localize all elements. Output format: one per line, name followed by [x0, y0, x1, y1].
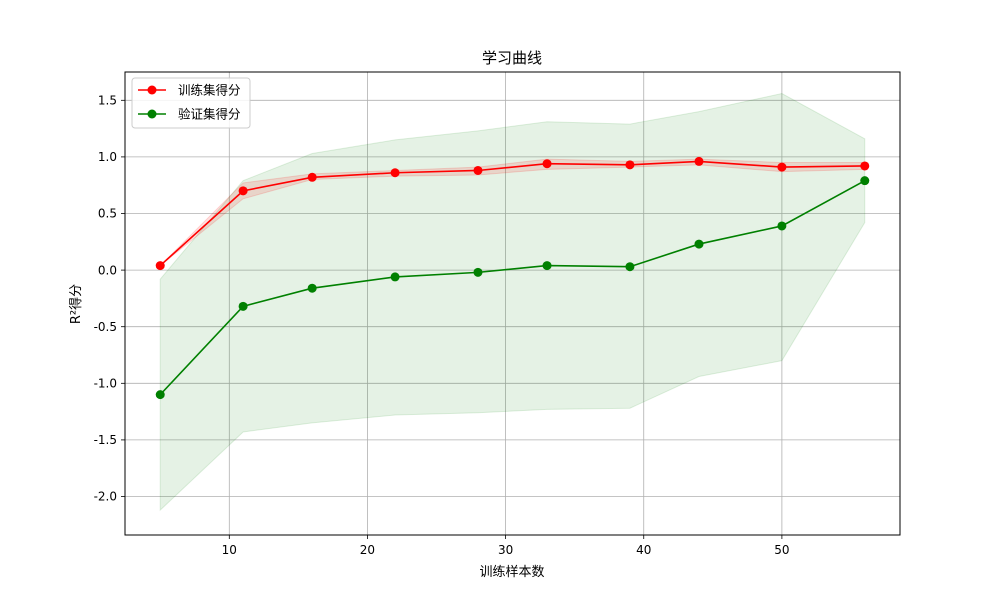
train-score-point: [155, 261, 165, 271]
y-axis-label: R²得分: [68, 284, 84, 324]
train-score-point: [238, 186, 248, 196]
train-score-point: [860, 161, 870, 171]
legend-label-train: 训练集得分: [178, 83, 241, 98]
train-score-point: [542, 159, 552, 169]
legend-swatch-marker: [147, 109, 157, 119]
validation-score-point: [307, 283, 317, 293]
x-tick-label: 10: [222, 543, 237, 557]
x-tick-label: 30: [498, 543, 513, 557]
confidence-bands: [159, 92, 866, 512]
validation-std-band: [159, 92, 866, 512]
x-tick-label: 20: [360, 543, 375, 557]
train-score-line: [159, 160, 865, 267]
validation-score-line: [159, 179, 866, 396]
validation-score-point: [860, 176, 870, 186]
grid: [125, 72, 900, 535]
x-tick-label: 50: [774, 543, 789, 557]
y-tick-label: -2.0: [94, 490, 117, 504]
legend-swatch-marker: [147, 85, 157, 95]
y-axis-ticks: 1.5 1.0 0.5 0.0 -0.5 -1.0 -1.5 -2.0: [94, 94, 125, 504]
validation-score-point: [777, 221, 787, 231]
x-tick-label: 40: [636, 543, 651, 557]
series-points: [155, 156, 870, 400]
series-lines: [159, 160, 866, 396]
validation-score-point: [542, 261, 552, 271]
y-tick-label: 1.5: [98, 94, 117, 108]
legend: 训练集得分 验证集得分: [131, 77, 251, 129]
train-score-point: [390, 168, 400, 178]
x-axis-ticks: 10 20 30 40 50: [222, 535, 790, 557]
validation-score-point: [694, 239, 704, 249]
train-score-point: [777, 162, 787, 172]
validation-score-point: [625, 262, 635, 272]
y-tick-label: 0.5: [98, 207, 117, 221]
train-score-point: [694, 156, 704, 166]
validation-score-point: [473, 267, 483, 277]
y-tick-label: 1.0: [98, 150, 117, 164]
legend-label-validation: 验证集得分: [178, 107, 241, 122]
validation-score-point: [155, 390, 165, 400]
train-score-point: [625, 160, 635, 170]
train-score-point: [307, 172, 317, 182]
y-tick-label: -0.5: [94, 320, 117, 334]
y-tick-label: -1.0: [94, 377, 117, 391]
y-tick-label: -1.5: [94, 433, 117, 447]
validation-score-point: [238, 301, 248, 311]
plot-frame: [124, 71, 901, 536]
validation-score-point: [390, 272, 400, 282]
train-score-point: [473, 165, 483, 175]
y-tick-label: 0.0: [98, 263, 117, 277]
chart-title: 学习曲线: [482, 49, 542, 67]
x-axis-label: 训练样本数: [479, 565, 544, 580]
